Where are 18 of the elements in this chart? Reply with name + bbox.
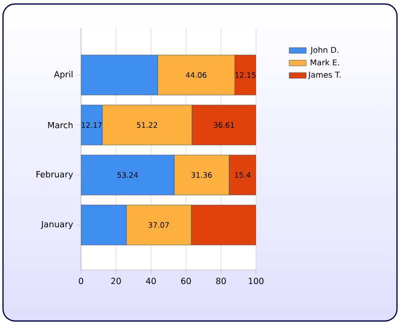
bar: [81, 204, 127, 246]
x-tick-label: 40: [146, 278, 156, 284]
bar: [81, 104, 102, 146]
x-tick-label: 60: [181, 278, 191, 284]
bar: [192, 104, 256, 146]
bar: [228, 154, 256, 196]
x-tick-label: 100: [248, 278, 264, 284]
y-tick-label: February: [36, 170, 73, 180]
bar: [234, 54, 256, 96]
x-tick-label: 20: [111, 278, 121, 284]
bar: [191, 204, 256, 246]
y-tick-label: January: [40, 221, 73, 229]
y-tick-label: March: [48, 122, 73, 128]
x-tick-label: 0: [78, 278, 84, 284]
y-tick-label: April: [54, 70, 72, 80]
bar: [81, 154, 174, 196]
bar: [81, 54, 158, 96]
x-tick-label: 80: [216, 278, 226, 284]
